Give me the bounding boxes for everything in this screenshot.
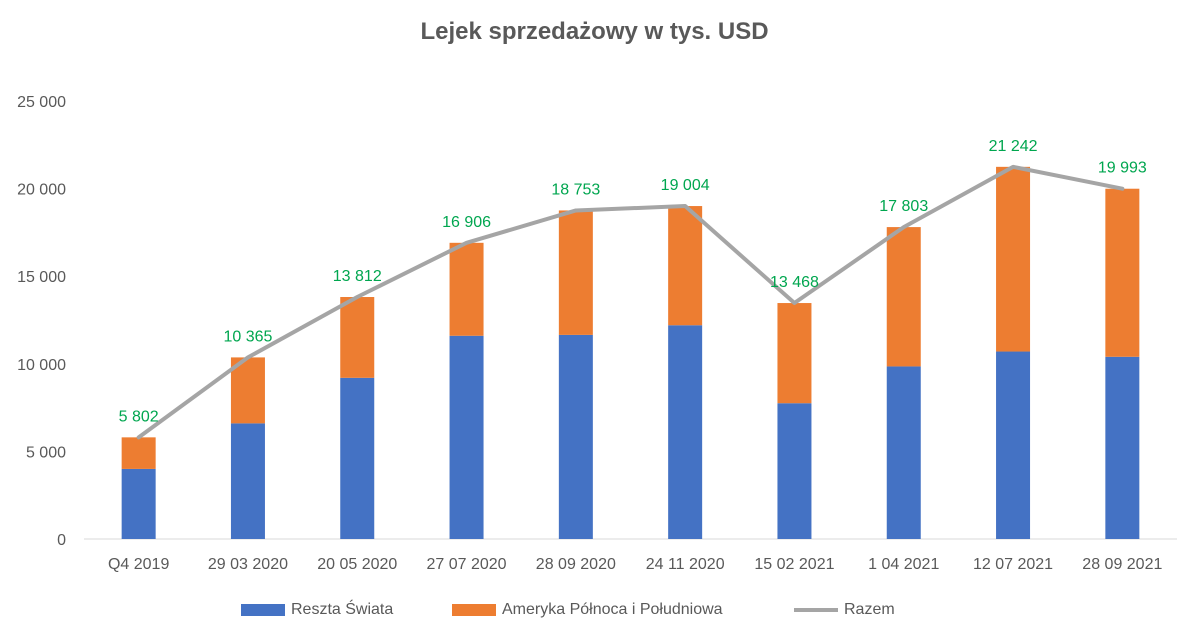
data-label-razem: 5 802 xyxy=(119,408,159,425)
bar-ameryka xyxy=(668,206,703,326)
y-tick-label: 0 xyxy=(57,532,66,549)
data-label-razem: 13 468 xyxy=(770,274,819,291)
legend-swatch-ameryka xyxy=(452,604,496,616)
data-label-razem: 13 812 xyxy=(333,268,382,285)
bar-ameryka xyxy=(996,166,1031,352)
bar-reszta-swiata xyxy=(777,403,812,539)
x-tick-label: 27 07 2020 xyxy=(427,556,507,573)
bar-reszta-swiata xyxy=(230,423,265,539)
x-tick-label: Q4 2019 xyxy=(108,556,169,573)
y-tick-label: 5 000 xyxy=(26,444,66,461)
legend-swatch-razem xyxy=(794,608,838,612)
data-label-razem: 21 242 xyxy=(989,138,1038,155)
legend-item-razem: Razem xyxy=(794,598,895,622)
x-tick-label: 20 05 2020 xyxy=(317,556,397,573)
x-tick-label: 1 04 2021 xyxy=(868,556,939,573)
legend-label-reszta-swiata: Reszta Świata xyxy=(291,601,394,618)
bar-reszta-swiata xyxy=(449,335,484,539)
total-line xyxy=(136,164,1125,440)
data-label-razem: 10 365 xyxy=(223,328,272,345)
x-tick-label: 28 09 2020 xyxy=(536,556,616,573)
data-label-razem: 16 906 xyxy=(442,214,491,231)
bar-reszta-swiata xyxy=(1105,356,1140,539)
bar-reszta-swiata xyxy=(558,334,593,539)
bars xyxy=(121,166,1140,539)
legend-item-ameryka: Ameryka Północa i Południowa xyxy=(452,598,723,622)
bar-ameryka xyxy=(886,227,921,367)
chart-title: Lejek sprzedażowy w tys. USD xyxy=(420,18,769,45)
bar-ameryka xyxy=(558,210,593,335)
data-labels: 5 802 10 365 13 812 16 906 18 753 19 004 13 46… xyxy=(119,138,1147,426)
bar-ameryka xyxy=(230,357,265,424)
x-tick-label: 24 11 2020 xyxy=(646,556,725,573)
y-tick-label: 10 000 xyxy=(17,357,66,374)
y-tick-label: 25 000 xyxy=(17,94,66,111)
legend-label-ameryka: Ameryka Północa i Południowa xyxy=(502,601,723,618)
chart-plot: 0 5 000 10 000 15 000 20 000 25 000 Q4 2019 29… xyxy=(17,94,1177,573)
legend-swatch-reszta-swiata xyxy=(241,604,285,616)
x-tick-label: 15 02 2021 xyxy=(754,556,834,573)
y-axis-ticks: 0 5 000 10 000 15 000 20 000 25 000 xyxy=(17,94,66,549)
legend-item-reszta-swiata: Reszta Świata xyxy=(241,598,393,622)
x-tick-label: 28 09 2021 xyxy=(1082,556,1162,573)
bar-ameryka xyxy=(1105,188,1140,357)
bar-ameryka xyxy=(449,242,484,336)
bar-reszta-swiata xyxy=(121,468,156,539)
bar-reszta-swiata xyxy=(668,325,703,539)
bar-ameryka xyxy=(777,303,812,404)
bar-reszta-swiata xyxy=(886,366,921,539)
legend-label-razem: Razem xyxy=(844,601,895,618)
data-label-razem: 18 753 xyxy=(551,181,600,198)
data-label-razem: 19 004 xyxy=(661,177,710,194)
x-axis-ticks: Q4 2019 29 03 2020 20 05 2020 27 07 2020 28 … xyxy=(108,556,1163,573)
line-razem xyxy=(136,164,1125,440)
x-tick-label: 12 07 2021 xyxy=(973,556,1053,573)
data-label-razem: 19 993 xyxy=(1098,160,1147,177)
bar-ameryka xyxy=(121,437,156,469)
bar-reszta-swiata xyxy=(996,351,1031,539)
bar-ameryka xyxy=(340,297,375,378)
y-tick-label: 20 000 xyxy=(17,182,66,199)
x-tick-label: 29 03 2020 xyxy=(208,556,288,573)
y-tick-label: 15 000 xyxy=(17,269,66,286)
data-label-razem: 17 803 xyxy=(879,198,928,215)
legend: Reszta Świata Ameryka Północa i Południo… xyxy=(0,598,1189,622)
bar-reszta-swiata xyxy=(340,377,375,539)
